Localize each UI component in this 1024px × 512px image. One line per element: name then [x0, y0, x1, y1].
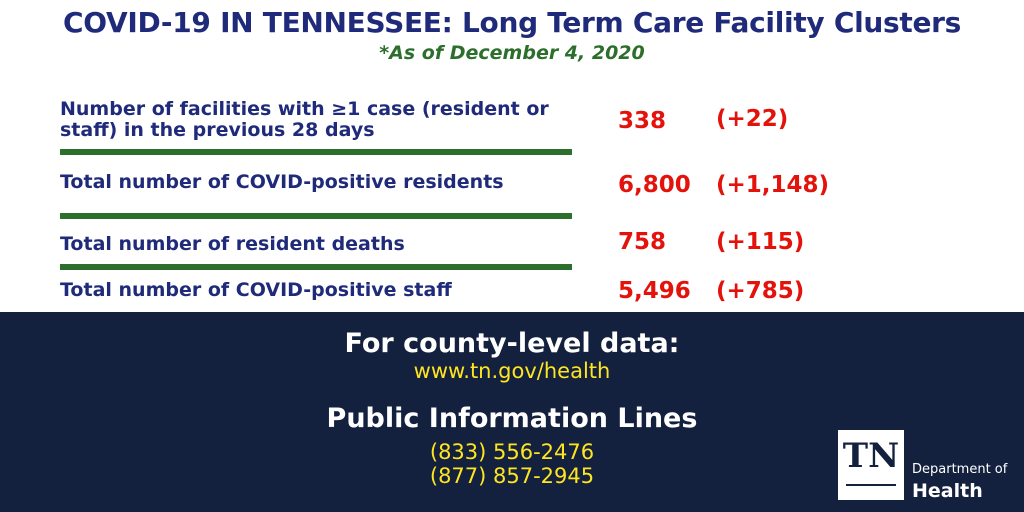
stat-change-facilities: (+22)	[716, 106, 789, 132]
stat-label-staff: Total number of COVID-positive staff	[60, 279, 452, 301]
row-divider	[60, 213, 572, 219]
stat-label-residents: Total number of COVID-positive residents	[60, 171, 504, 193]
row-divider	[60, 264, 572, 270]
stat-label-deaths: Total number of resident deaths	[60, 233, 405, 255]
public-info-heading: Public Information Lines	[326, 403, 698, 434]
county-data-link[interactable]: www.tn.gov/health	[413, 359, 611, 383]
health-label: Health	[912, 480, 983, 502]
stat-value-staff: 5,496	[618, 278, 691, 304]
tn-logo-rule	[846, 484, 896, 486]
phone-number[interactable]: (833) 556-2476	[429, 440, 595, 464]
page-title: COVID-19 IN TENNESSEE: Long Term Care Fa…	[62, 6, 962, 39]
row-divider	[60, 149, 572, 155]
stat-value-deaths: 758	[618, 229, 667, 255]
stat-change-residents: (+1,148)	[716, 172, 830, 198]
as-of-date: *As of December 4, 2020	[379, 42, 645, 64]
stat-label-facilities: Number of facilities with ≥1 case (resid…	[60, 98, 549, 141]
tn-logo-mark: TN	[842, 436, 900, 476]
tn-logo: TN	[838, 430, 904, 500]
stat-change-deaths: (+115)	[716, 229, 805, 255]
stat-change-staff: (+785)	[716, 278, 805, 304]
phone-number[interactable]: (877) 857-2945	[429, 464, 595, 488]
stat-value-facilities: 338	[618, 108, 667, 134]
stat-value-residents: 6,800	[618, 172, 691, 198]
department-label: Department of	[912, 462, 1008, 477]
county-data-heading: For county-level data:	[344, 328, 680, 359]
